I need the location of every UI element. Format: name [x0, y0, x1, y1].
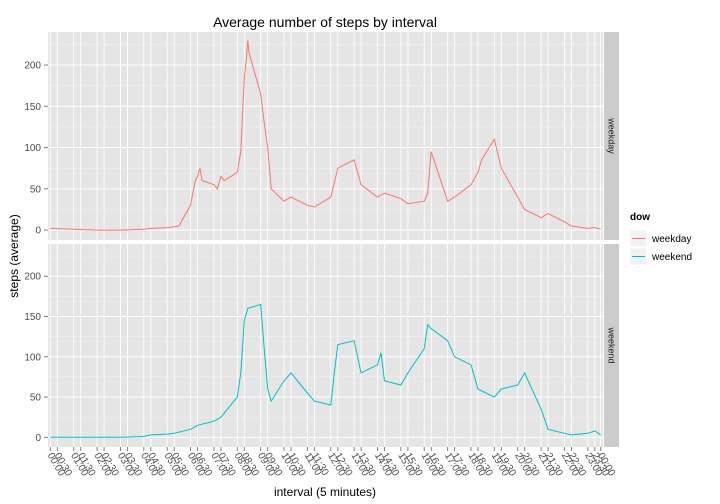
y-tick-label: 0	[35, 226, 41, 237]
strip-label-weekday: weekday	[607, 117, 617, 154]
gridlines	[48, 244, 603, 447]
facet-strip-weekend: weekend	[604, 244, 619, 447]
panel-background	[48, 244, 603, 447]
y-tick-label: 150	[24, 312, 41, 323]
facet-panel-weekday	[48, 32, 603, 240]
gridlines	[48, 32, 603, 240]
y-tick-label: 0	[35, 433, 41, 444]
y-tick-label: 200	[24, 61, 41, 72]
y-tick-label: 200	[24, 272, 41, 283]
strip-label-weekend: weekend	[607, 326, 617, 363]
y-tick-label: 150	[24, 102, 41, 113]
legend-label-weekend: weekend	[651, 252, 692, 263]
strip-background	[604, 32, 619, 240]
y-tick-label: 50	[30, 184, 42, 195]
legend-item-weekend: weekend	[629, 247, 692, 266]
legend-item-weekday: weekday	[629, 229, 691, 248]
y-axis-ticks-bottom: 0 50 100 150 200	[24, 272, 48, 444]
legend-label-weekday: weekday	[651, 234, 691, 245]
x-axis-ticks: 00:0000:3001:0001:3002:0002:3003:0003:30…	[45, 447, 617, 479]
facet-strip-weekday: weekday	[604, 32, 619, 240]
legend-title: dow	[630, 212, 650, 223]
series-line-weekend	[50, 303, 601, 438]
series-line-weekday	[50, 40, 601, 231]
chart-title: Average number of steps by interval	[213, 14, 437, 30]
y-axis-ticks-top: 0 50 100 150 200	[24, 61, 48, 237]
strip-background	[604, 244, 619, 447]
legend: dow weekday weekend	[629, 212, 692, 266]
facet-panel-weekend	[48, 244, 603, 447]
y-tick-label: 50	[30, 393, 42, 404]
x-axis-title: interval (5 minutes)	[274, 485, 376, 499]
y-axis-title: steps (average)	[7, 214, 21, 297]
y-tick-label: 100	[24, 352, 41, 363]
y-tick-label: 100	[24, 143, 41, 154]
panel-background	[48, 32, 603, 240]
